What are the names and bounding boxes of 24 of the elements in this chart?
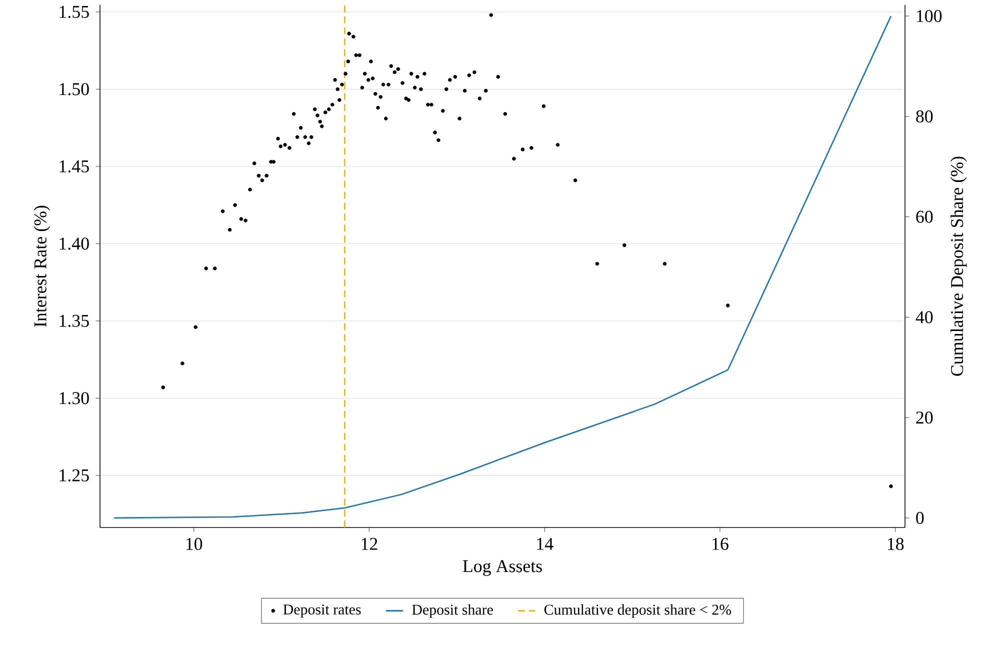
y-tick-label: 1.25 — [60, 469, 89, 482]
y-tick-label: 1.50 — [60, 83, 89, 96]
y2-tick-label: 60 — [916, 210, 933, 223]
y2-tick-label: 20 — [916, 412, 933, 424]
y-axis-title: Interest Rate (%) — [34, 206, 50, 327]
x-tick-label: 12 — [362, 538, 378, 550]
y-tick-label: 1.40 — [60, 238, 89, 250]
y-tick-label: 1.55 — [60, 6, 89, 18]
y2-tick-label: 40 — [916, 311, 933, 324]
x-tick-label: 18 — [888, 538, 904, 550]
y-tick-label: 1.30 — [60, 392, 89, 404]
x-tick-label: 16 — [712, 538, 728, 550]
y2-tick-label: 80 — [916, 110, 933, 122]
legend-label: Cumulative deposit share < 2% — [544, 604, 732, 618]
x-tick-label: 10 — [186, 538, 202, 550]
y2-tick-label: 0 — [916, 512, 924, 524]
x-axis-title: Log Assets — [462, 560, 542, 576]
y2-axis-title: Cumulative Deposit Share (%) — [950, 156, 967, 376]
y-tick-label: 1.45 — [60, 160, 89, 172]
x-tick-label: 14 — [537, 538, 554, 550]
legend-label: Deposit share — [412, 604, 493, 618]
y2-tick-label: 100 — [917, 10, 942, 22]
y-tick-label: 1.35 — [60, 314, 89, 327]
legend-label: Deposit rates — [283, 604, 361, 618]
